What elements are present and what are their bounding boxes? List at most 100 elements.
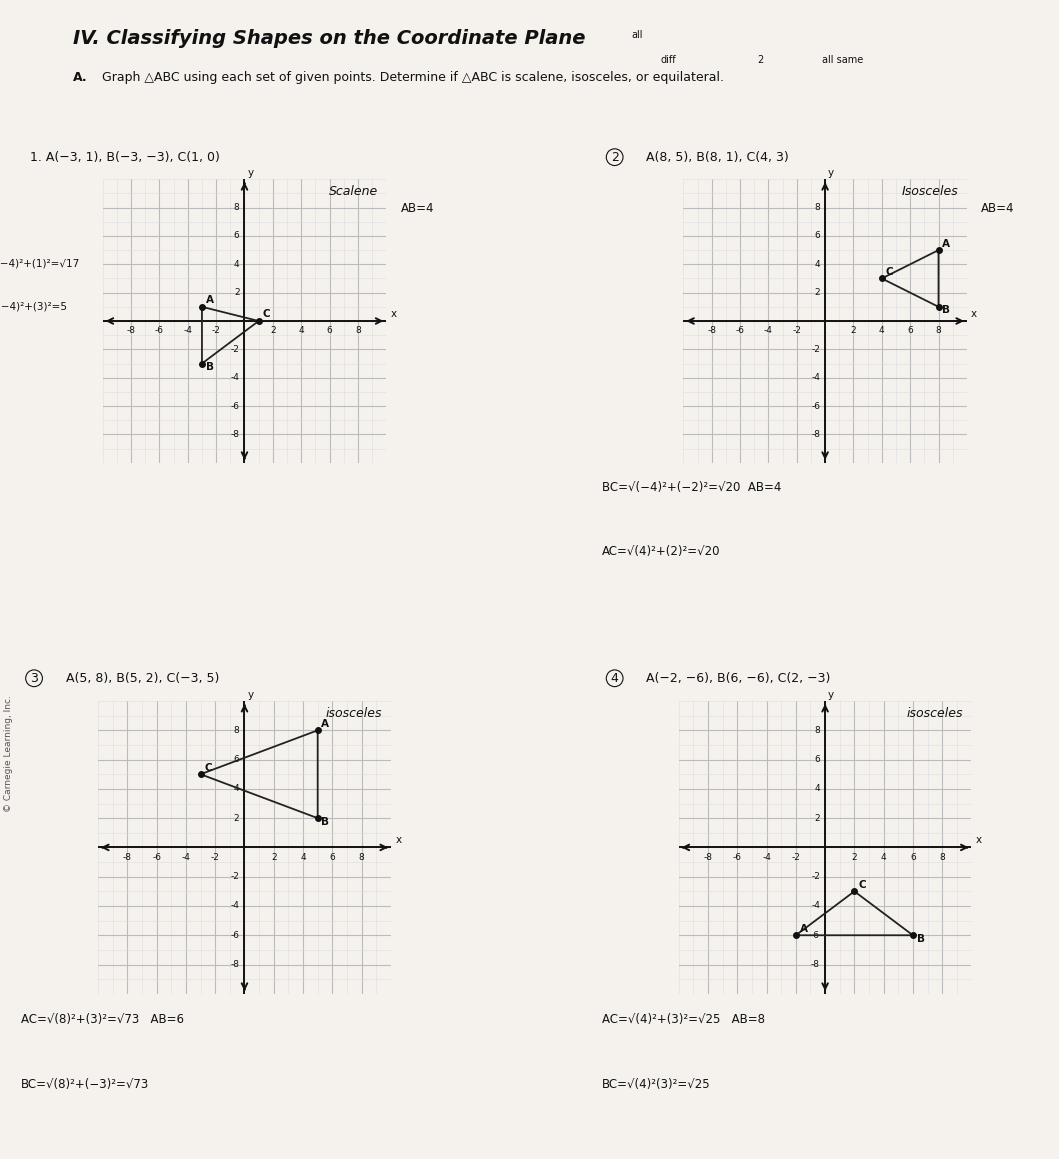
Text: BC=√(−4)²+(−2)²=√20  AB=4: BC=√(−4)²+(−2)²=√20 AB=4	[602, 481, 782, 494]
Text: A.: A.	[73, 71, 87, 83]
Text: A: A	[800, 924, 807, 934]
Text: -2: -2	[791, 853, 801, 861]
Text: -4: -4	[231, 373, 239, 382]
Text: isosceles: isosceles	[907, 707, 963, 720]
Text: B: B	[917, 934, 925, 943]
Text: 8: 8	[936, 326, 941, 335]
Text: 2: 2	[814, 289, 820, 297]
Text: © Carnegie Learning, Inc.: © Carnegie Learning, Inc.	[4, 695, 13, 811]
Text: 6: 6	[910, 853, 916, 861]
Text: 2: 2	[851, 853, 857, 861]
Text: -2: -2	[212, 326, 220, 335]
Text: 4: 4	[234, 785, 239, 794]
Text: 4: 4	[881, 853, 886, 861]
Text: all: all	[632, 30, 643, 41]
Text: 2: 2	[611, 151, 618, 163]
Text: AC=√(8)²+(3)²=√73   AB=6: AC=√(8)²+(3)²=√73 AB=6	[21, 1013, 184, 1026]
Text: A: A	[943, 239, 950, 248]
Text: 2: 2	[234, 814, 239, 823]
Text: -8: -8	[811, 430, 820, 439]
Text: -4: -4	[181, 853, 191, 861]
Text: 2: 2	[850, 326, 857, 335]
Text: all same: all same	[823, 54, 863, 65]
Text: 1. A(−3, 1), B(−3, −3), C(1, 0): 1. A(−3, 1), B(−3, −3), C(1, 0)	[30, 151, 220, 163]
Text: -2: -2	[231, 873, 239, 881]
Text: 2: 2	[271, 853, 276, 861]
Text: y: y	[248, 690, 253, 700]
Text: -4: -4	[231, 902, 239, 911]
Text: isosceles: isosceles	[325, 707, 382, 720]
Text: 4: 4	[611, 672, 618, 685]
Text: ⓐ: ⓐ	[30, 672, 38, 685]
Text: AC=√(4)²+(3)²=√25   AB=8: AC=√(4)²+(3)²=√25 AB=8	[602, 1013, 765, 1026]
Text: -8: -8	[123, 853, 132, 861]
Text: 4: 4	[234, 260, 239, 269]
Text: 4: 4	[301, 853, 306, 861]
Text: C: C	[204, 763, 212, 773]
Text: x: x	[976, 836, 982, 845]
Text: AC=√(4)²+(2)²=√20: AC=√(4)²+(2)²=√20	[602, 545, 720, 557]
Text: y: y	[248, 168, 253, 177]
Text: 8: 8	[814, 203, 820, 212]
Text: 6: 6	[234, 756, 239, 764]
Text: 4: 4	[299, 326, 304, 335]
Text: AC=√(−4)²+(1)²=√17: AC=√(−4)²+(1)²=√17	[0, 258, 79, 269]
Text: -6: -6	[155, 326, 164, 335]
Text: -4: -4	[764, 326, 773, 335]
Text: A(8, 5), B(8, 1), C(4, 3): A(8, 5), B(8, 1), C(4, 3)	[646, 151, 789, 163]
Text: -2: -2	[211, 853, 219, 861]
Text: -6: -6	[811, 931, 820, 940]
Text: -2: -2	[231, 345, 239, 353]
Text: 6: 6	[329, 853, 336, 861]
Text: ⓐ: ⓐ	[611, 151, 618, 163]
Text: Graph △ABC using each set of given points. Determine if △ABC is scalene, isoscel: Graph △ABC using each set of given point…	[98, 71, 724, 83]
Text: A: A	[205, 296, 214, 305]
Text: AB=4: AB=4	[400, 202, 434, 214]
Text: -2: -2	[811, 345, 820, 353]
Text: -4: -4	[811, 373, 820, 382]
Text: -2: -2	[792, 326, 802, 335]
Text: -6: -6	[231, 931, 239, 940]
Text: 6: 6	[234, 232, 239, 240]
Text: A(−2, −6), B(6, −6), C(2, −3): A(−2, −6), B(6, −6), C(2, −3)	[646, 672, 831, 685]
Text: -8: -8	[127, 326, 136, 335]
Text: BC=√(−4)²+(3)²=5: BC=√(−4)²+(3)²=5	[0, 301, 67, 311]
Text: x: x	[391, 308, 397, 319]
Text: diff: diff	[661, 54, 676, 65]
Text: BC=√(4)²(3)²=√25: BC=√(4)²(3)²=√25	[602, 1078, 711, 1092]
Text: Isosceles: Isosceles	[901, 185, 958, 198]
Text: -8: -8	[703, 853, 713, 861]
Text: BC=√(8)²+(−3)²=√73: BC=√(8)²+(−3)²=√73	[21, 1078, 149, 1092]
Text: ⓐ: ⓐ	[611, 672, 618, 685]
Text: 3: 3	[30, 672, 38, 685]
Text: A: A	[321, 719, 329, 729]
Text: -4: -4	[811, 902, 820, 911]
Text: 6: 6	[814, 756, 820, 764]
Text: -4: -4	[762, 853, 771, 861]
Text: 8: 8	[814, 726, 820, 735]
Text: 4: 4	[814, 785, 820, 794]
Text: x: x	[395, 836, 401, 845]
Text: y: y	[828, 690, 834, 700]
Text: -8: -8	[707, 326, 716, 335]
Text: 2: 2	[814, 814, 820, 823]
Text: B: B	[943, 305, 950, 315]
Text: -8: -8	[231, 960, 239, 969]
Text: -6: -6	[231, 401, 239, 410]
Text: 2: 2	[234, 289, 239, 297]
Text: 4: 4	[814, 260, 820, 269]
Text: -2: -2	[811, 873, 820, 881]
Text: y: y	[828, 168, 834, 177]
Text: C: C	[858, 880, 865, 890]
Text: 2: 2	[270, 326, 275, 335]
Text: C: C	[885, 267, 893, 277]
Text: -6: -6	[811, 401, 820, 410]
Text: -6: -6	[733, 853, 741, 861]
Text: Scalene: Scalene	[328, 185, 378, 198]
Text: B: B	[321, 817, 329, 826]
Text: 8: 8	[234, 203, 239, 212]
Text: 6: 6	[326, 326, 333, 335]
Text: 6: 6	[814, 232, 820, 240]
Text: -8: -8	[231, 430, 239, 439]
Text: -4: -4	[183, 326, 193, 335]
